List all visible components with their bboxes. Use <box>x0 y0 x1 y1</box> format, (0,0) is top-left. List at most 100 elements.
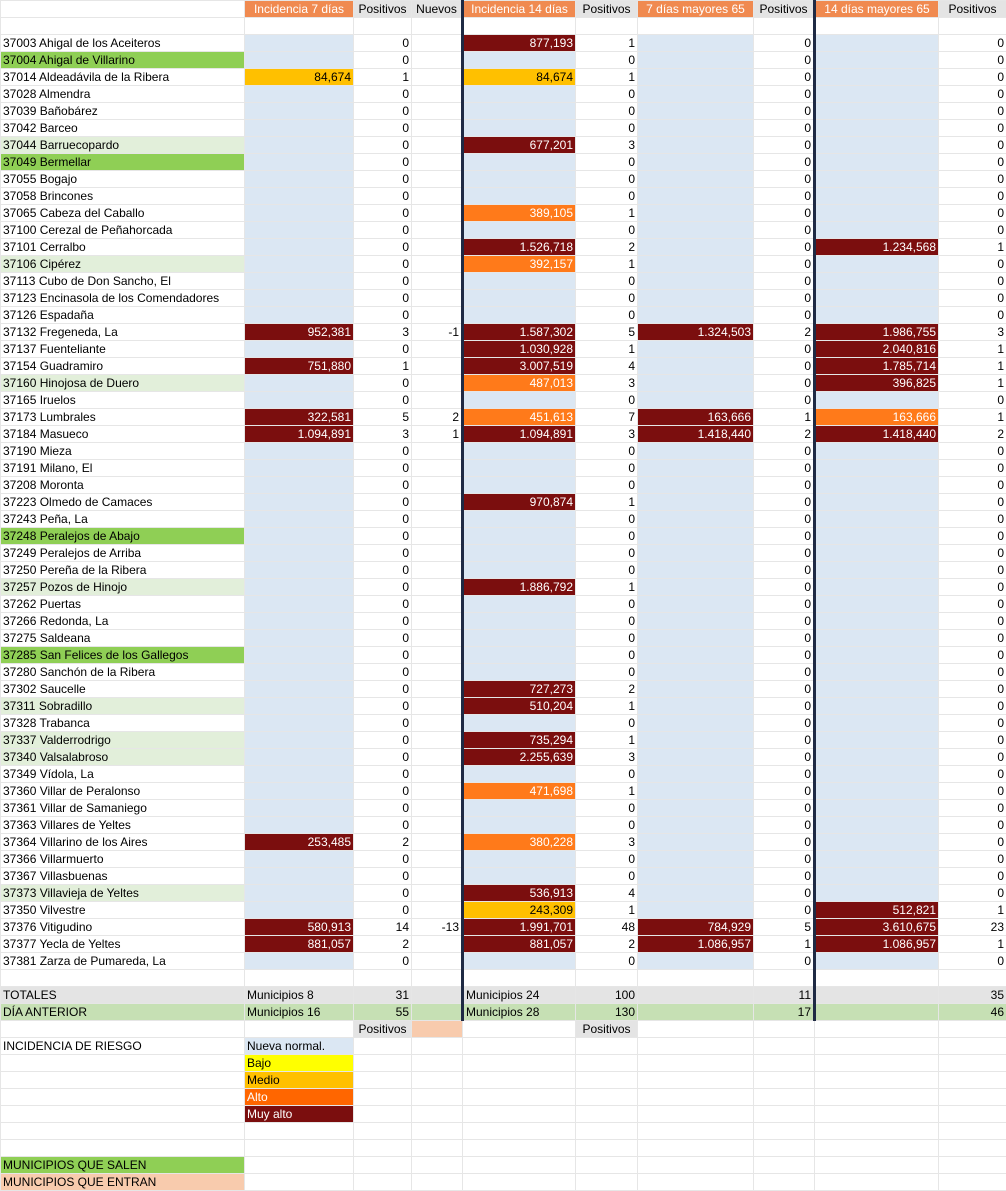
mayores65-7-cell[interactable]: 784,929 <box>638 919 754 936</box>
mayores65-7-cell[interactable] <box>638 783 754 800</box>
positivos-65-7-cell[interactable]: 0 <box>754 460 815 477</box>
positivos-65-14-cell[interactable]: 0 <box>939 120 1006 137</box>
empty-cell[interactable] <box>1 1106 245 1123</box>
empty-cell[interactable] <box>245 970 354 987</box>
municipality-name[interactable]: 37028 Almendra <box>1 86 245 103</box>
positivos-14-cell[interactable]: 0 <box>576 188 638 205</box>
empty-cell[interactable] <box>939 1123 1006 1140</box>
municipality-name[interactable]: 37275 Saldeana <box>1 630 245 647</box>
nuevos-cell[interactable] <box>412 239 463 256</box>
positivos-65-14-cell[interactable]: 0 <box>939 188 1006 205</box>
mayores65-14-cell[interactable]: 2.040,816 <box>815 341 939 358</box>
municipality-name[interactable]: 37208 Moronta <box>1 477 245 494</box>
empty-cell[interactable] <box>412 970 463 987</box>
mayores65-7-cell[interactable] <box>638 86 754 103</box>
positivos-7-cell[interactable]: 0 <box>354 171 412 188</box>
positivos-7-cell[interactable]: 0 <box>354 256 412 273</box>
mayores65-14-cell[interactable] <box>815 137 939 154</box>
positivos-65-14-cell[interactable]: 0 <box>939 681 1006 698</box>
municipality-name[interactable]: 37248 Peralejos de Abajo <box>1 528 245 545</box>
positivos-65-7-cell[interactable]: 0 <box>754 375 815 392</box>
mayores65-14-cell[interactable] <box>815 783 939 800</box>
mayores65-7-cell[interactable] <box>638 800 754 817</box>
positivos-7-cell[interactable]: 0 <box>354 494 412 511</box>
municipality-name[interactable]: 37003 Ahigal de los Aceiteros <box>1 35 245 52</box>
empty-cell[interactable] <box>412 1123 463 1140</box>
mayores65-14-cell[interactable] <box>815 103 939 120</box>
incidencia-14-cell[interactable]: 389,105 <box>463 205 576 222</box>
municipality-name[interactable]: 37249 Peralejos de Arriba <box>1 545 245 562</box>
incidencia-14-cell[interactable]: 877,193 <box>463 35 576 52</box>
positivos-65-14-cell[interactable]: 1 <box>939 358 1006 375</box>
municipality-name[interactable]: 37100 Cerezal de Peñahorcada <box>1 222 245 239</box>
positivos-65-7-cell[interactable]: 0 <box>754 188 815 205</box>
positivos-65-14-cell[interactable]: 0 <box>939 290 1006 307</box>
positivos-7-cell[interactable]: 0 <box>354 579 412 596</box>
incidencia-7-cell[interactable] <box>245 579 354 596</box>
incidencia-7-cell[interactable] <box>245 120 354 137</box>
positivos-7-cell[interactable]: 0 <box>354 630 412 647</box>
empty-cell[interactable] <box>815 1140 939 1157</box>
empty-cell[interactable] <box>1 1055 245 1072</box>
incidencia-7-cell[interactable] <box>245 392 354 409</box>
incidencia-14-cell[interactable] <box>463 222 576 239</box>
incidencia-7-cell[interactable] <box>245 885 354 902</box>
positivos-65-14-cell[interactable]: 0 <box>939 154 1006 171</box>
positivos-65-7-cell[interactable]: 0 <box>754 494 815 511</box>
incidencia-14-cell[interactable] <box>463 851 576 868</box>
header-positivos-7[interactable]: Positivos <box>354 1 412 18</box>
positivos-65-7-cell[interactable]: 0 <box>754 851 815 868</box>
nuevos-cell[interactable] <box>412 273 463 290</box>
municipality-name[interactable]: 37363 Villares de Yeltes <box>1 817 245 834</box>
positivos-65-14-cell[interactable]: 0 <box>939 52 1006 69</box>
municipality-name[interactable]: 37058 Brincones <box>1 188 245 205</box>
municipality-name[interactable]: 37302 Saucelle <box>1 681 245 698</box>
mayores65-14-cell[interactable]: 1.986,755 <box>815 324 939 341</box>
positivos-14-cell[interactable]: 0 <box>576 868 638 885</box>
municipality-name[interactable]: 37165 Iruelos <box>1 392 245 409</box>
empty-cell[interactable] <box>576 1072 638 1089</box>
nuevos-cell[interactable] <box>412 171 463 188</box>
positivos-65-7-cell[interactable]: 0 <box>754 86 815 103</box>
mayores65-14-cell[interactable] <box>815 749 939 766</box>
positivos-14-cell[interactable]: 1 <box>576 35 638 52</box>
nuevos-cell[interactable] <box>412 375 463 392</box>
legend-alto[interactable]: Alto <box>245 1089 354 1106</box>
nuevos-cell[interactable] <box>412 868 463 885</box>
positivos-7-cell[interactable]: 0 <box>354 851 412 868</box>
empty-cell[interactable] <box>815 970 939 987</box>
mayores65-14-cell[interactable] <box>815 273 939 290</box>
mayores65-14-cell[interactable] <box>815 307 939 324</box>
positivos-65-14-cell[interactable]: 0 <box>939 596 1006 613</box>
mayores65-7-cell[interactable] <box>638 749 754 766</box>
incidencia-14-cell[interactable] <box>463 800 576 817</box>
municipality-name[interactable]: 37042 Barceo <box>1 120 245 137</box>
positivos-7-cell[interactable]: 0 <box>354 613 412 630</box>
incidencia-14-cell[interactable] <box>463 154 576 171</box>
positivos-7-cell[interactable]: 0 <box>354 732 412 749</box>
empty-cell[interactable] <box>463 1021 576 1038</box>
mayores65-14-cell[interactable]: 1.086,957 <box>815 936 939 953</box>
nuevos-cell[interactable] <box>412 783 463 800</box>
incidencia-7-cell[interactable] <box>245 902 354 919</box>
incidencia-14-cell[interactable]: 1.587,302 <box>463 324 576 341</box>
empty-cell[interactable] <box>815 1072 939 1089</box>
incidencia-14-cell[interactable] <box>463 460 576 477</box>
mayores65-7-cell[interactable] <box>638 647 754 664</box>
positivos-65-7-cell[interactable]: 0 <box>754 477 815 494</box>
positivos-7-cell[interactable]: 0 <box>354 443 412 460</box>
positivos-65-7-cell[interactable]: 1 <box>754 409 815 426</box>
positivos-7-cell[interactable]: 0 <box>354 698 412 715</box>
positivos-14-cell[interactable]: 3 <box>576 375 638 392</box>
mayores65-14-cell[interactable] <box>815 460 939 477</box>
municipality-name[interactable]: 37373 Villavieja de Yeltes <box>1 885 245 902</box>
municipality-name[interactable]: 37340 Valsalabroso <box>1 749 245 766</box>
incidencia-14-cell[interactable] <box>463 392 576 409</box>
empty-cell[interactable] <box>463 1089 576 1106</box>
positivos-65-7-cell[interactable]: 0 <box>754 35 815 52</box>
spacer-cell[interactable] <box>245 18 354 35</box>
incidencia-7-cell[interactable]: 881,057 <box>245 936 354 953</box>
mayores65-7-cell[interactable] <box>638 630 754 647</box>
municipality-name[interactable]: 37173 Lumbrales <box>1 409 245 426</box>
positivos-7-cell[interactable]: 14 <box>354 919 412 936</box>
